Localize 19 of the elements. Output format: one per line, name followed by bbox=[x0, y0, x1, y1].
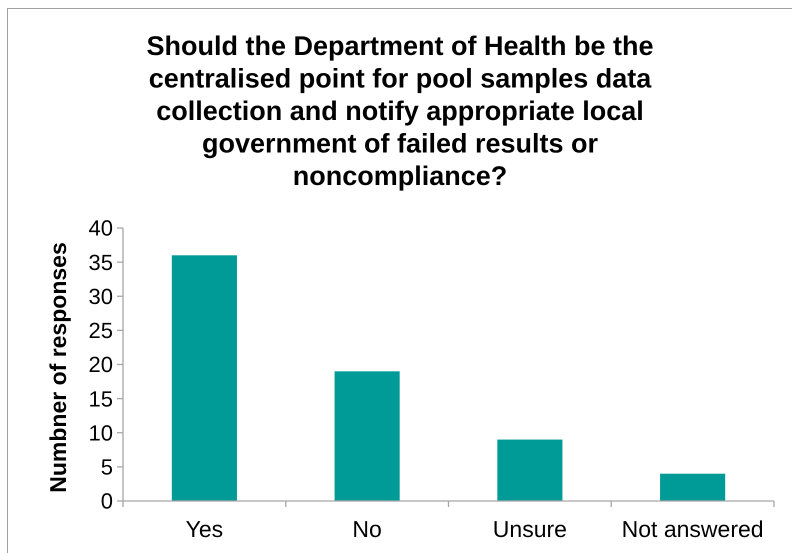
y-axis-title: Numbner of responses bbox=[45, 242, 71, 493]
y-tick-label: 15 bbox=[88, 386, 113, 412]
bar bbox=[497, 440, 562, 501]
y-tick-label: 40 bbox=[88, 216, 113, 241]
chart-title: Should the Department of Health be the centralised point for pool samples data collection and notify appropriate local government of failed results or noncompliance? bbox=[146, 31, 654, 191]
y-tick-label: 35 bbox=[88, 250, 113, 275]
y-tick-label: 5 bbox=[100, 454, 113, 480]
x-tick-label: Not answered bbox=[622, 516, 764, 542]
y-tick-label: 0 bbox=[100, 488, 113, 514]
y-tick-label: 25 bbox=[88, 318, 113, 344]
y-tick-label: 20 bbox=[88, 352, 113, 378]
x-tick-label: Yes bbox=[186, 516, 224, 542]
bar bbox=[334, 371, 400, 501]
y-tick-label: 30 bbox=[88, 284, 113, 309]
x-tick-label: No bbox=[352, 516, 382, 542]
y-tick-label: 10 bbox=[88, 420, 113, 446]
x-tick-label: Unsure bbox=[492, 516, 567, 542]
bar bbox=[660, 474, 726, 501]
bar bbox=[172, 255, 237, 501]
